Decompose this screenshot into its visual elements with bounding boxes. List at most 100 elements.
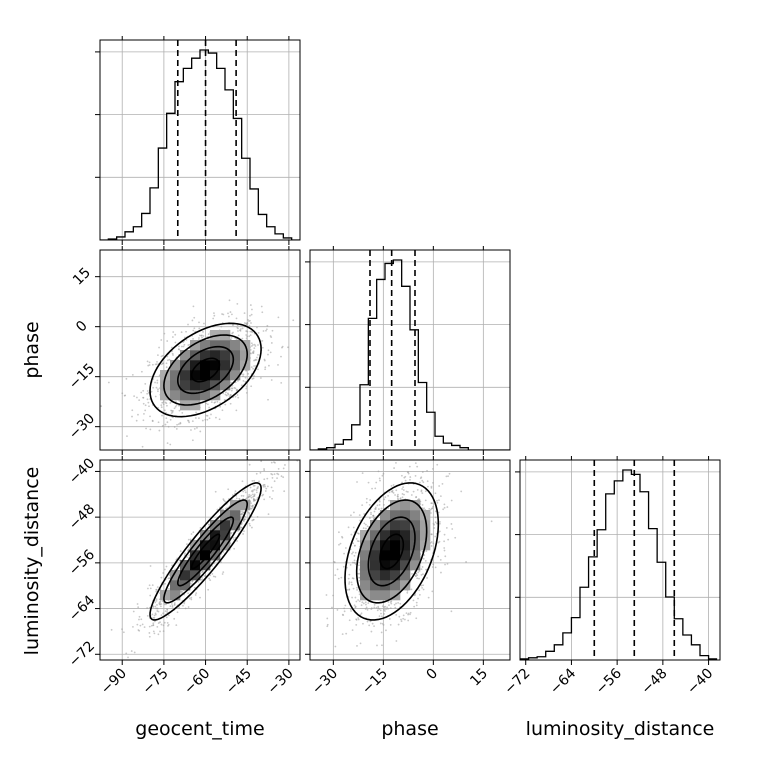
scatter-point [421,586,424,589]
scatter-point [157,610,160,613]
scatter-point [243,322,246,324]
density-bin [410,520,421,531]
density-bin [190,380,201,391]
density-bin [420,510,431,521]
scatter-point [227,488,230,491]
contour-line [379,533,405,570]
scatter-point [399,497,402,500]
scatter-point [135,419,138,422]
scatter-point [242,375,244,378]
density-bin [170,590,181,601]
scatter-point [178,404,180,407]
scatter-point [169,443,172,446]
scatter-point [250,507,253,510]
density-bin [410,500,421,511]
scatter-point [443,549,446,552]
scatter-point [148,364,151,366]
scatter-point [171,564,173,567]
scatter-point [397,623,400,626]
scatter-point [326,617,329,620]
scatter-point [185,330,187,333]
scatter-point [341,633,344,636]
scatter-point [194,417,197,419]
density-bin [390,520,401,531]
scatter-point [375,606,378,609]
scatter-point [348,581,351,583]
scatter-point [355,600,358,603]
scatter-point [422,557,425,560]
scatter-point [343,552,345,555]
scatter-point [200,334,203,337]
scatter-point [369,499,372,501]
scatter-point [212,317,215,320]
scatter-point [374,506,377,509]
scatter-point [416,574,419,577]
scatter-point [354,563,357,566]
scatter-point [362,622,364,625]
scatter-point [253,375,255,377]
scatter-point [348,619,351,622]
scatter-point [354,544,356,547]
y-tick-label-phase: 0 [73,318,91,336]
scatter-point [340,576,343,579]
ylabel-phase: phase [21,321,43,378]
scatter-point [422,584,424,587]
scatter-point [210,413,212,416]
scatter-point [431,590,434,593]
scatter-point [255,489,258,492]
y-tick-label-luminosity_distance: −56 [66,547,98,579]
scatter-point [421,492,424,495]
x-tick-label-phase: 0 [424,666,442,684]
scatter-point [402,617,405,620]
scatter-point [155,600,158,602]
scatter-point [181,411,184,414]
scatter-point [208,406,211,409]
density-bin [360,580,371,591]
scatter-point [167,624,169,627]
scatter-point [350,610,352,612]
scatter-point [392,484,395,486]
scatter-point [154,613,157,616]
scatter-point [207,333,210,336]
scatter-point [414,474,417,477]
scatter-point [257,331,260,334]
scatter-point [394,494,396,496]
scatter-point [277,316,280,319]
scatter-point [438,540,441,543]
scatter-point [352,587,355,590]
scatter-point [236,388,238,391]
scatter-point [270,473,273,475]
histogram-phase [310,259,510,450]
scatter-point [158,346,160,349]
scatter-point [407,472,410,475]
scatter-point [222,508,224,511]
scatter-point [383,503,385,506]
scatter-point [248,493,251,496]
scatter-point [280,381,283,384]
scatter-point [406,589,409,592]
scatter-point [244,491,247,494]
scatter-point [421,471,424,473]
contours [344,482,440,621]
scatter-point [140,618,143,621]
scatter-point [203,322,205,325]
scatter-point [355,538,358,540]
scatter-point [368,517,371,519]
y-tick-label-phase: 15 [70,265,94,289]
scatter-point [426,480,429,483]
scatter-point [175,404,178,407]
scatter-point [250,322,252,324]
scatter-point [255,491,258,494]
scatter-point [338,543,340,546]
scatter-point [123,394,126,397]
scatter-point [251,331,254,334]
scatter-point [166,355,169,358]
density-bin [160,380,171,391]
scatter-point [388,491,391,494]
panel-2d-phase-luminosity_distance: −30 −15 0 15 [305,456,511,698]
scatter-point [358,564,360,567]
scatter-point [199,596,201,599]
scatter-point [370,513,372,516]
scatter-point [426,577,428,579]
scatter-point [436,499,438,502]
